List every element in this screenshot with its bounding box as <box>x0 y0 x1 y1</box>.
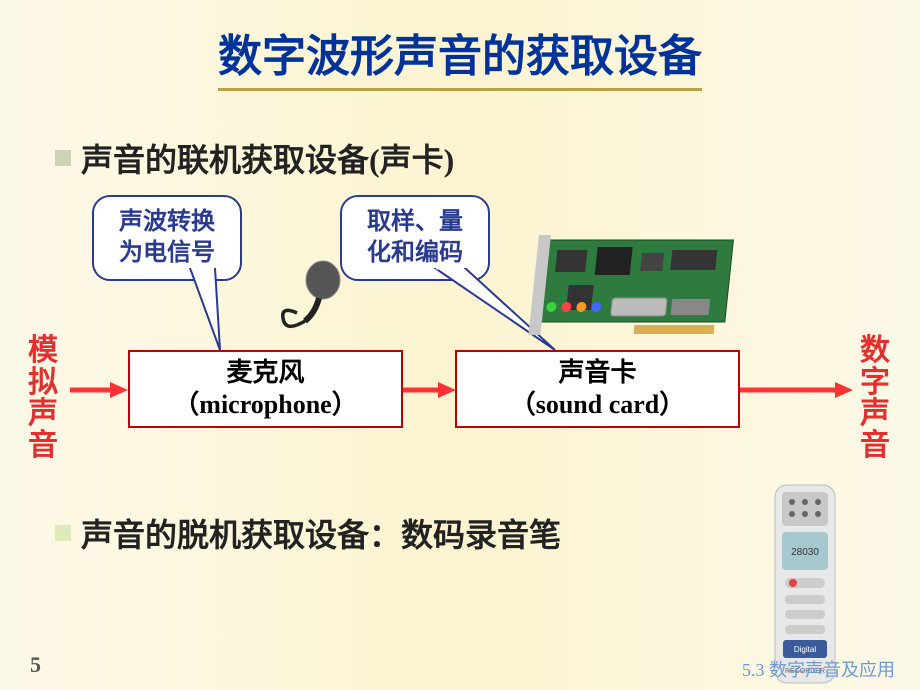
label-digital-sound: 数字声音 <box>860 335 890 461</box>
bullet-offline-text: 声音的脱机获取设备：数码录音笔 <box>81 510 561 556</box>
box-microphone: 麦克风 （microphone） <box>128 350 403 428</box>
bullet-square-icon <box>55 525 71 541</box>
bullet-offline-devices: 声音的脱机获取设备：数码录音笔 <box>55 510 561 556</box>
bullet-square-icon <box>55 150 71 166</box>
svg-text:28030: 28030 <box>791 547 819 558</box>
bullet-online-text: 声音的联机获取设备(声卡) <box>81 135 454 181</box>
sound-card-icon <box>525 225 755 345</box>
label-analog-sound: 模拟声音 <box>28 335 58 461</box>
arrow-card-to-digital <box>740 380 855 400</box>
svg-text:Digital: Digital <box>794 645 816 654</box>
footer-section-label: 5.3 数字声音及应用 <box>742 656 895 682</box>
page-number: 5 <box>30 652 41 678</box>
bullet-online-devices: 声音的联机获取设备(声卡) <box>55 135 454 181</box>
callout-mic-tail <box>180 268 240 353</box>
arrow-analog-to-mic <box>70 380 130 400</box>
arrow-mic-to-card <box>403 380 458 400</box>
microphone-icon <box>275 258 350 348</box>
box-sound-card: 声音卡 （sound card） <box>455 350 740 428</box>
slide-title: 数字波形声音的获取设备 <box>0 20 920 91</box>
